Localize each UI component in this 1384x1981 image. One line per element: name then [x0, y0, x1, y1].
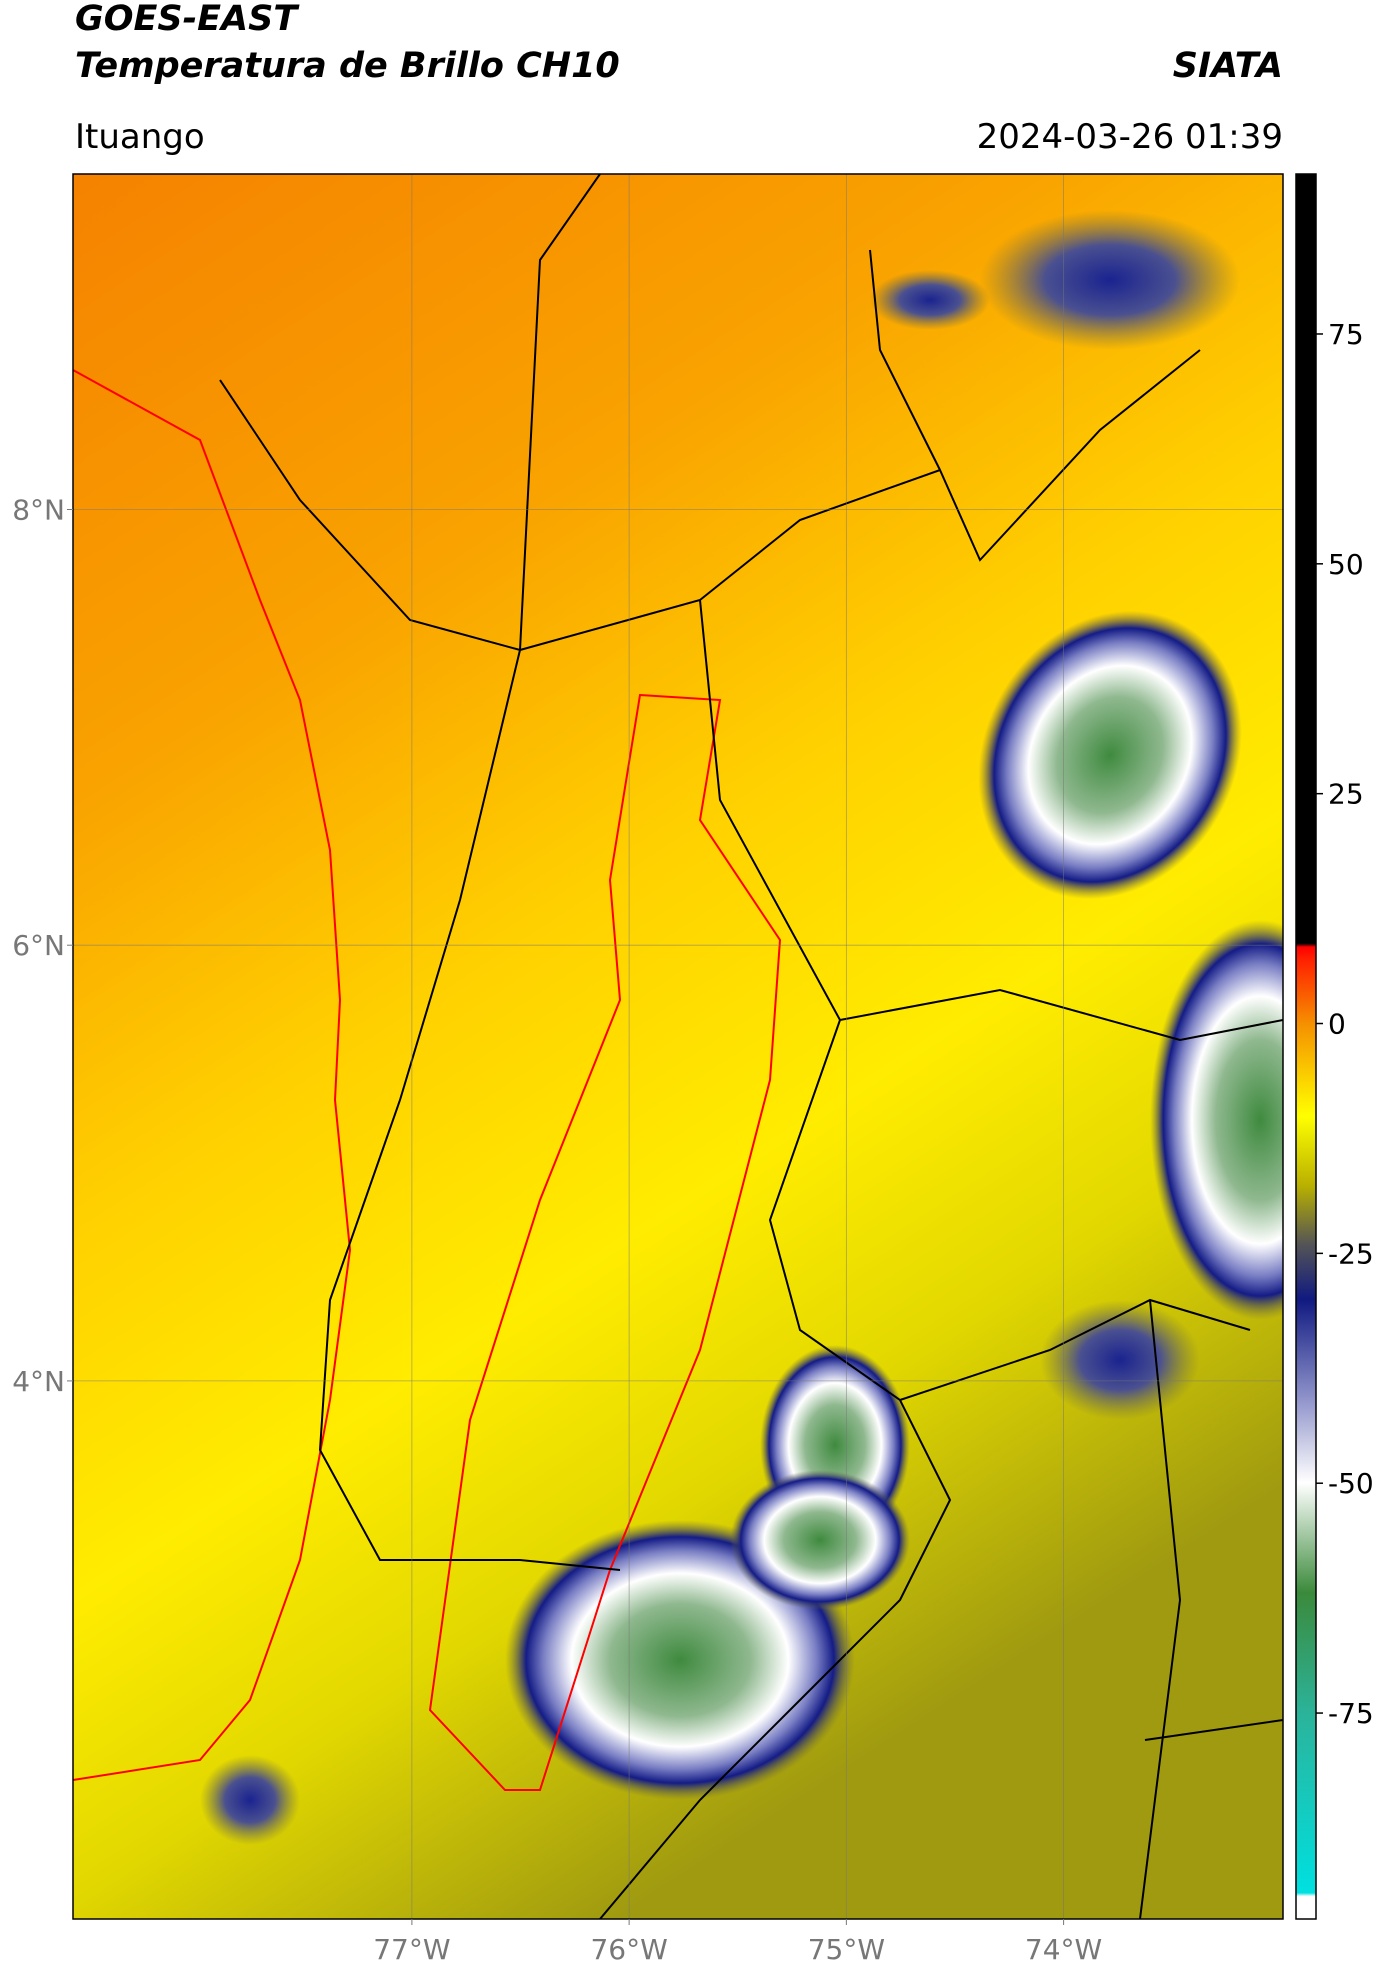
x-tick-label: 75°W — [808, 1933, 885, 1966]
colorbar-tick-label: 50 — [1328, 548, 1364, 581]
colorbar-tick-label: 75 — [1328, 318, 1364, 351]
y-tick-label: 4°N — [12, 1365, 65, 1398]
source: SIATA — [1173, 46, 1283, 86]
colorbar-tick-label: -50 — [1328, 1467, 1374, 1500]
grid — [73, 174, 1283, 1919]
colorbar-tick-label: 0 — [1328, 1008, 1346, 1041]
y-tick-label: 8°N — [12, 493, 65, 526]
colorbar-tick-label: -25 — [1328, 1237, 1374, 1270]
title: GOES-EAST — [75, 0, 300, 39]
location: Ituango — [75, 117, 205, 157]
y-tick-label: 6°N — [12, 929, 65, 962]
colorbar-tick-label: -75 — [1328, 1697, 1374, 1730]
map-image — [73, 174, 1283, 1919]
datetime: 2024-03-26 01:39 — [977, 117, 1283, 157]
x-tick-label: 76°W — [590, 1933, 667, 1966]
colorbar — [1295, 173, 1317, 1920]
colorbar-tick-label: 25 — [1328, 778, 1364, 811]
x-tick-label: 74°W — [1025, 1933, 1102, 1966]
subtitle: Temperatura de Brillo CH10 — [75, 46, 620, 86]
map-frame — [72, 173, 1284, 1920]
x-tick-label: 77°W — [373, 1933, 450, 1966]
